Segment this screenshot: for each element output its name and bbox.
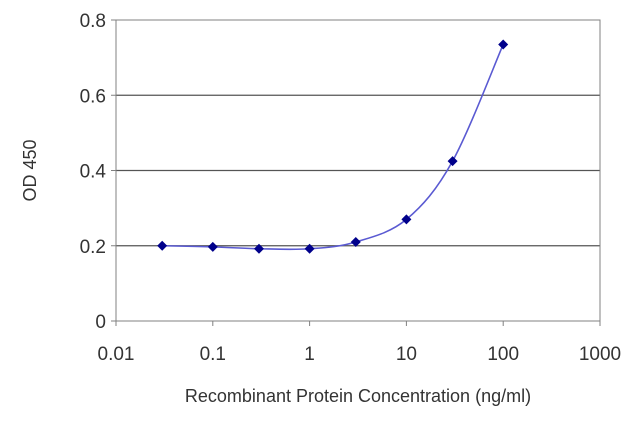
x-tick-label: 0.01 (98, 344, 135, 365)
x-tick-label: 10 (396, 344, 417, 365)
y-tick-label: 0.6 (80, 86, 106, 107)
y-axis-title: OD 450 (20, 139, 40, 201)
data-point (207, 241, 218, 252)
y-tick-label: 0 (95, 312, 106, 333)
series-lines (162, 44, 504, 251)
y-tick-label: 0.2 (80, 237, 106, 258)
x-tick-label: 100 (487, 344, 519, 365)
x-axis-ticks: 0.01 0.1 1 10 100 1000 (98, 321, 621, 365)
x-tick-label: 0.1 (200, 344, 226, 365)
x-tick-label: 1000 (579, 344, 621, 365)
data-point (157, 240, 168, 251)
x-axis-title: Recombinant Protein Concentration (ng/ml… (185, 386, 531, 406)
data-point (447, 156, 458, 167)
data-point (498, 39, 509, 50)
series-points (157, 39, 509, 254)
fit-curve (162, 44, 504, 251)
y-axis-ticks: 0 0.2 0.4 0.6 0.8 (80, 11, 116, 333)
y-tick-label: 0.4 (80, 162, 107, 183)
gridlines (116, 94, 600, 247)
data-point (304, 243, 315, 254)
data-point (350, 236, 361, 247)
x-tick-label: 1 (304, 344, 315, 365)
data-point (253, 243, 264, 254)
y-tick-label: 0.8 (80, 11, 106, 32)
data-point (401, 214, 412, 225)
